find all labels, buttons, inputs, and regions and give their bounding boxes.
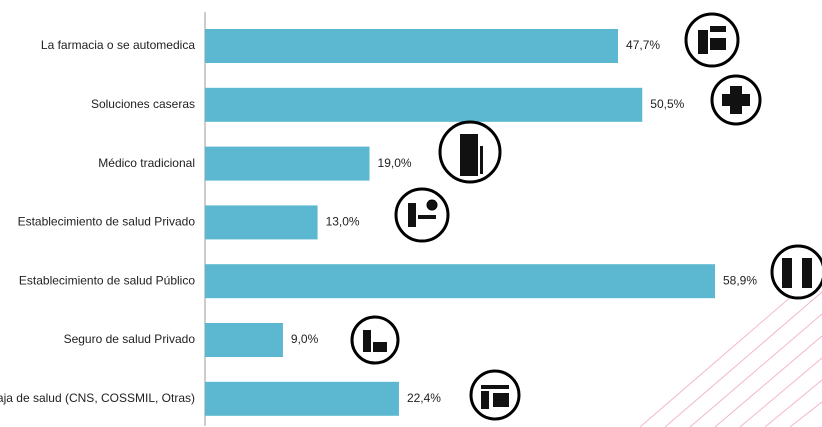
- bar: [205, 381, 399, 416]
- category-label: Seguro de salud Privado: [64, 332, 196, 346]
- value-label: 13,0%: [326, 215, 360, 229]
- value-label: 22,4%: [407, 391, 441, 405]
- icons: [350, 12, 822, 421]
- category-label: Establecimiento de salud Privado: [18, 215, 196, 229]
- value-label: 9,0%: [291, 332, 319, 346]
- category-label: Soluciones caseras: [91, 97, 195, 111]
- bar: [205, 323, 283, 357]
- category-label: La farmacia o se automedica: [41, 38, 195, 52]
- value-label: 50,5%: [650, 97, 684, 111]
- bar: [205, 29, 619, 63]
- bar: [205, 146, 370, 181]
- bar: [205, 87, 643, 122]
- category-label: Establecimiento de salud Público: [19, 273, 195, 287]
- value-label: 58,9%: [723, 273, 757, 287]
- bar: [205, 264, 715, 299]
- bar: [205, 205, 318, 240]
- value-label: 19,0%: [378, 156, 412, 170]
- category-label: Médico tradicional: [98, 156, 195, 170]
- category-label: Caja de salud (CNS, COSSMIL, Otras): [0, 391, 195, 405]
- value-label: 47,7%: [626, 38, 660, 52]
